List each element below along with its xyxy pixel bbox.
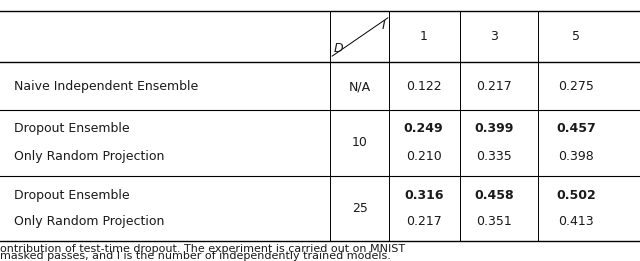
Text: Only Random Projection: Only Random Projection [14, 150, 164, 163]
Text: ontribution of test-time dropout. The experiment is carried out on MNIST: ontribution of test-time dropout. The ex… [0, 244, 405, 254]
Text: 0.335: 0.335 [476, 150, 512, 163]
Text: 0.398: 0.398 [558, 150, 594, 163]
Text: 0.351: 0.351 [476, 215, 512, 228]
Text: 0.399: 0.399 [474, 122, 514, 135]
Text: 0.122: 0.122 [406, 80, 442, 93]
Text: 1: 1 [420, 31, 428, 44]
Text: 0.413: 0.413 [558, 215, 594, 228]
Text: 3: 3 [490, 31, 498, 44]
Text: Dropout Ensemble: Dropout Ensemble [14, 122, 130, 135]
Text: Dropout Ensemble: Dropout Ensemble [14, 188, 130, 201]
Text: 0.217: 0.217 [476, 80, 512, 93]
Text: I: I [381, 19, 385, 32]
Text: Naive Independent Ensemble: Naive Independent Ensemble [14, 80, 198, 93]
Text: 5: 5 [572, 31, 580, 44]
Text: 0.210: 0.210 [406, 150, 442, 163]
Text: 0.502: 0.502 [556, 188, 596, 201]
Text: 0.457: 0.457 [556, 122, 596, 135]
Text: 0.275: 0.275 [558, 80, 594, 93]
Text: 0.316: 0.316 [404, 188, 444, 201]
Text: 0.217: 0.217 [406, 215, 442, 228]
Text: 0.249: 0.249 [404, 122, 444, 135]
Text: masked passes, and I is the number of independently trained models.: masked passes, and I is the number of in… [0, 251, 391, 261]
Text: 0.458: 0.458 [474, 188, 514, 201]
Text: D: D [333, 42, 343, 55]
Text: 10: 10 [352, 136, 367, 149]
Text: Only Random Projection: Only Random Projection [14, 215, 164, 228]
Text: 25: 25 [352, 202, 367, 215]
Text: N/A: N/A [349, 80, 371, 93]
